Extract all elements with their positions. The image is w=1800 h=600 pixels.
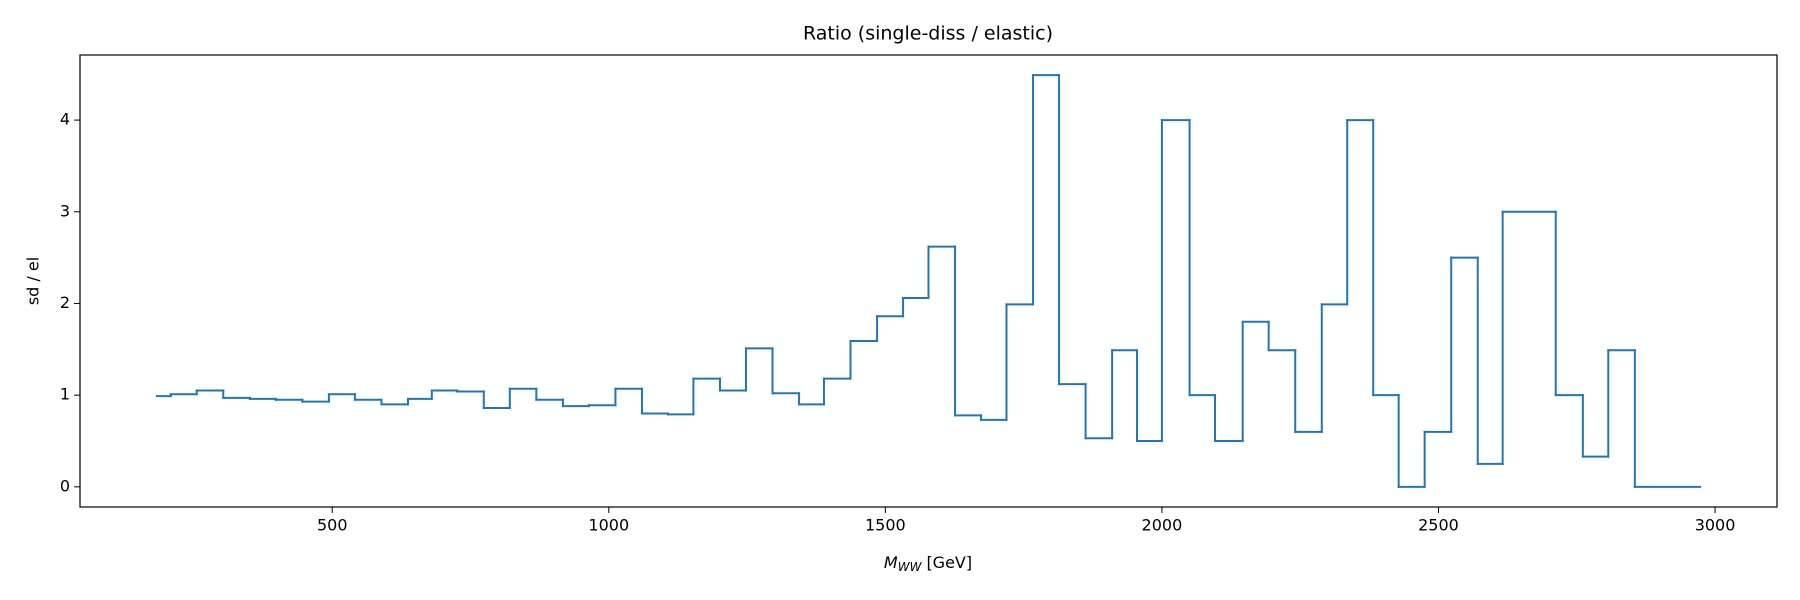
chart-title: Ratio (single-diss / elastic) <box>803 23 1053 45</box>
x-tick-label: 2500 <box>1418 516 1459 535</box>
y-tick-label: 0 <box>60 476 70 495</box>
plot-frame <box>79 54 1778 508</box>
x-tick-label: 500 <box>317 516 348 535</box>
y-tick-label: 4 <box>60 110 70 129</box>
x-tick-label: 1000 <box>588 516 629 535</box>
x-label-unit: [GeV] <box>926 553 972 572</box>
x-axis-label: MWW [GeV] <box>884 553 972 574</box>
x-tick-label: 3000 <box>1695 516 1736 535</box>
x-label-subscript: WW <box>898 560 923 574</box>
x-tick-label: 1500 <box>865 516 906 535</box>
y-tick-label: 2 <box>60 293 70 312</box>
y-tick-label: 3 <box>60 201 70 220</box>
y-axis-label: sd / el <box>24 257 43 305</box>
y-tick-label: 1 <box>60 385 70 404</box>
x-tick-label: 2000 <box>1142 516 1183 535</box>
x-label-symbol: M <box>884 553 898 572</box>
